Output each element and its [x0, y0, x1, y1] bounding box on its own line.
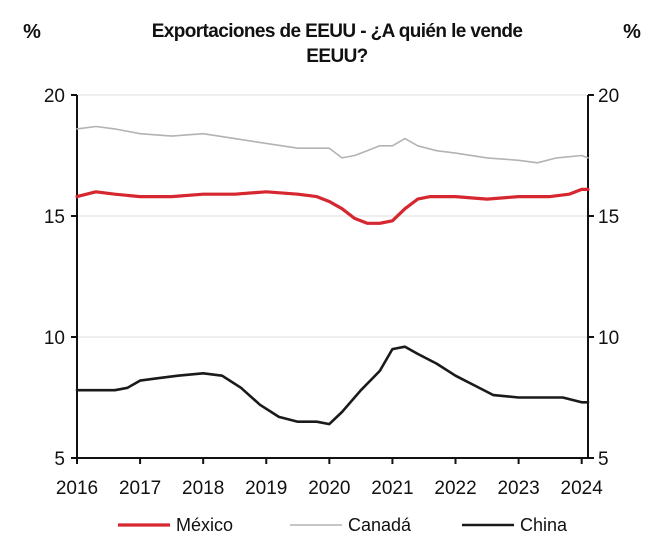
x-tick-label: 2024	[561, 478, 604, 499]
left-tick-label: 5	[54, 449, 65, 470]
legend-label: China	[520, 515, 568, 535]
right-tick-label: 15	[598, 207, 619, 228]
right-tick-label: 5	[598, 449, 609, 470]
left-tick-label: 20	[44, 86, 65, 107]
legend-label: México	[176, 515, 233, 535]
gridlines	[77, 94, 588, 338]
x-tick-label: 2023	[497, 478, 539, 499]
right-axis-unit: %	[623, 21, 641, 43]
x-tick-label: 2016	[56, 478, 98, 499]
series-line-china	[75, 345, 590, 426]
left-tick-label: 15	[44, 207, 65, 228]
x-tick-label: 2020	[308, 478, 350, 499]
x-tick-label: 2022	[434, 478, 476, 499]
right-tick-label: 10	[598, 328, 619, 349]
series-line-canad	[76, 125, 589, 164]
series-line-mxico	[75, 187, 590, 225]
x-tick-label: 2021	[371, 478, 413, 499]
legend: México Canadá China	[118, 515, 568, 535]
x-tick-label: 2018	[182, 478, 224, 499]
legend-label: Canadá	[348, 515, 412, 535]
chart-title-line-1: Exportaciones de EEUU - ¿A quién le vend…	[152, 21, 523, 42]
right-tick-label: 20	[598, 86, 619, 107]
left-axis-unit: %	[23, 21, 41, 43]
x-tick-label: 2019	[245, 478, 287, 499]
x-tick-label: 2017	[119, 478, 161, 499]
series-lines	[75, 125, 590, 426]
chart-title-line-2: EEUU?	[306, 46, 367, 67]
axes	[71, 94, 594, 464]
left-tick-label: 10	[44, 328, 65, 349]
